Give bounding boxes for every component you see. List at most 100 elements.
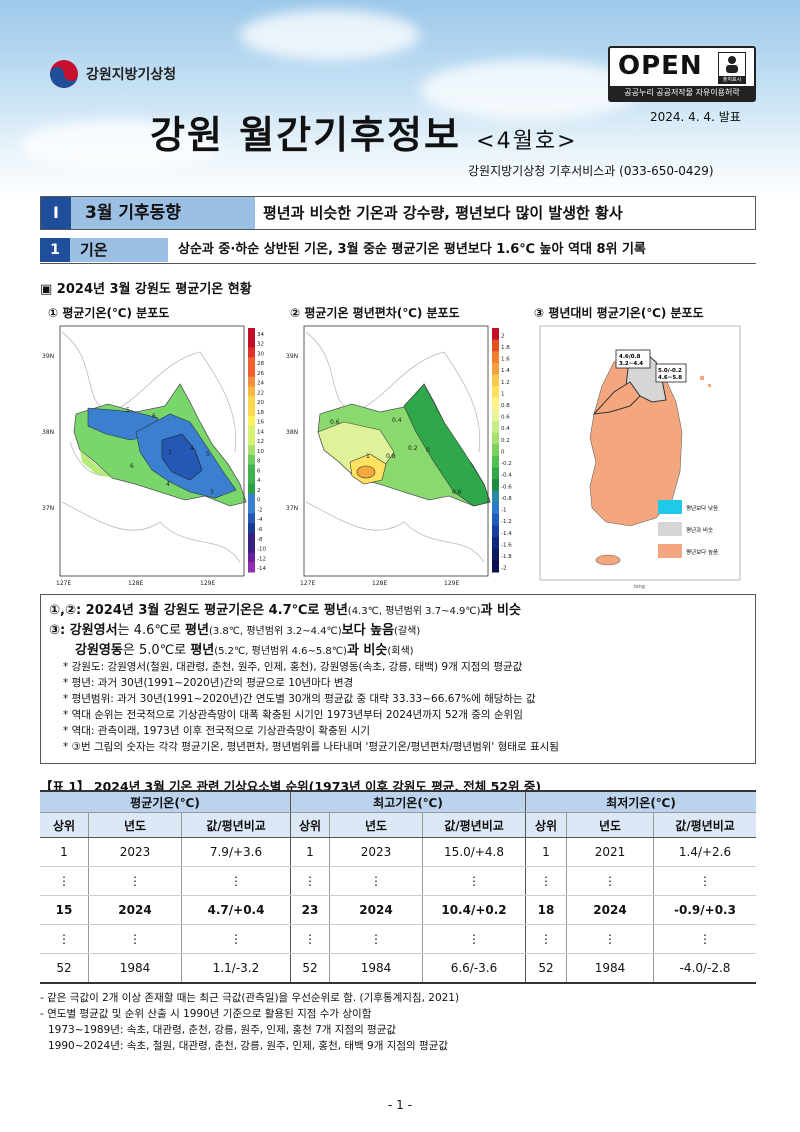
colorbar-label: 0.8 [501,403,510,409]
colorbar-label: 1.2 [501,380,510,386]
table-row: ⋮ ⋮ ⋮ ⋮ ⋮ ⋮ ⋮ ⋮ ⋮ [40,866,756,896]
table-row: 15 2024 4.7/+0.4 23 2024 10.4/+0.2 18 2024 -0.… [40,895,756,925]
colorbar-swatch [248,474,255,485]
section-tag: 3월 기후동향 [71,197,255,229]
colorbar-label: 28 [257,361,264,367]
open-label: OPEN [618,51,703,81]
taegeuk-icon [50,60,78,88]
colorbar-label: 6 [257,468,261,474]
contour-label: 4 [166,481,170,488]
col-header: 상위 [40,812,89,838]
colorbar-swatch [492,374,499,387]
col-header: 값/평년비교 [422,812,526,838]
colorbar-swatch [248,464,255,475]
contour-label: 1 [366,453,370,460]
note: * 평년범위: 과거 30년(1991~2020년)간 연도별 30개의 평균값… [63,693,536,705]
colorbar-swatch [492,525,499,538]
callout-west: 4.6/0.8 3.2~4.4 [615,349,651,369]
colorbar-swatch [248,367,255,378]
colorbar-swatch [492,548,499,561]
colorbar-label: -1.8 [501,554,512,560]
note: * 역대: 관측이래, 1973년 이후 전국적으로 기상관측망이 확충된 시기 [63,725,371,737]
colorbar-swatch [248,493,255,505]
colorbar-label: -10 [257,547,266,553]
colorbar-label: 16 [257,420,264,426]
colorbar-label: 4 [257,478,261,484]
contour-label: 0.6 [452,489,462,496]
issue-label: <4월호> [476,129,578,154]
table-row: 52 1984 1.1/-3.2 52 1984 6.6/-3.6 52 1984 -4.0… [40,953,756,984]
lat-label: 39N [42,353,54,360]
colorbar-label: 2 [501,333,505,339]
svg-text:3.2~4.4: 3.2~4.4 [619,361,643,367]
lon-label: 129E [200,580,215,587]
colorbar-label: 32 [257,342,264,348]
map3-legend: 평년보다 낮음 평년과 비슷 평년보다 높음 [658,500,718,558]
lat-label: 39N [286,353,298,360]
colorbar-swatch [248,562,255,573]
colorbar-swatch [492,560,499,573]
map1-title: ① 평균기온(℃) 분포도 [48,306,170,320]
colorbar-swatch [492,362,499,375]
attribution-label: 출처표시 [719,76,745,83]
lat-label: 38N [42,429,54,436]
colorbar-label: -0.4 [501,473,512,479]
contour-label: 0.8 [386,453,396,460]
colorbar-swatch [248,542,255,553]
contour-label: 0.4 [392,417,402,424]
table-row: ⋮ ⋮ ⋮ ⋮ ⋮ ⋮ ⋮ ⋮ ⋮ [40,924,756,954]
colorbar-label: -1.6 [501,542,512,548]
note: * 평년: 과거 30년(1991~2020년)간의 평균으로 10년마다 변경 [63,677,354,689]
colorbar-label: 30 [257,351,264,357]
colorbar-swatch [492,455,499,468]
map-temperature-anomaly: 0.6 0.4 0.2 1 0.8 0 0.6 39N 38N 37N 127E… [284,322,516,590]
col-header: 상위 [525,812,567,838]
note: * ③번 그림의 숫자는 각각 평균기온, 평년편차, 평년범위를 나타내며 '… [63,741,559,753]
colorbar-label: 2 [257,488,261,494]
colorbar-swatch [492,490,499,503]
colorbar-label: 22 [257,390,264,396]
map-mean-temperature: 5 6 3 4 5 6 4 3 39N 38N 37N 127E 128E 12… [40,322,272,590]
colorbar-label: -1.2 [501,519,512,525]
colorbar-swatch [492,351,499,364]
summary-line-1: ①,②: 2024년 3월 강원도 평균기온은 4.7℃로 평년(4.3℃, 평… [49,603,521,618]
colorbar-swatch [492,409,499,422]
contour-label: 0.6 [330,419,340,426]
subsection-number: 1 [40,238,70,262]
release-date: 2024. 4. 4. 발표 [650,110,741,124]
legend-similar: 평년과 비슷 [686,526,713,534]
colorbar-swatch [492,479,499,492]
summary-line-3: 강원영동은 5.0℃로 평년(5.2℃, 평년범위 4.6~5.8℃)과 비슷(… [75,643,414,658]
section-summary: 평년과 비슷한 기온과 강수량, 평년보다 많이 발생한 황사 [263,204,623,222]
ranking-table: 평균기온(℃) 최고기온(℃) 최저기온(℃) 상위 년도 값/평년비교 상위 … [40,790,756,984]
colorbar-label: 0.4 [501,426,510,432]
colorbar-label: 0 [501,449,505,455]
subsection-header: 1 기온 상순과 중·하순 상반된 기온, 3월 중순 평균기온 평년보다 1.… [40,236,756,264]
colorbar-swatch [492,328,499,341]
legend-above: 평년보다 높음 [686,548,718,556]
colorbar-label: 0.2 [501,438,510,444]
svg-text:5.0/-0.2: 5.0/-0.2 [658,368,682,374]
contour-label: 4 [190,445,194,452]
svg-text:4.6~5.8: 4.6~5.8 [658,375,682,381]
colorbar-label: -4 [257,517,263,523]
colorbar-swatch [248,503,255,514]
colorbar-label: -0.6 [501,484,512,490]
lat-label: 37N [286,505,298,512]
lon-label: 129E [444,580,459,587]
lon-label: 127E [300,580,315,587]
contour-label: 0.2 [408,445,418,452]
colorbar-swatch [248,484,255,495]
col-header: 값/평년비교 [181,812,291,838]
open-sub: 공공누리 공공저작물 자유이용허락 [610,86,754,100]
attribution-icon: 출처표시 [718,52,746,84]
page-number: - 1 - [388,1098,412,1112]
page-title: 강원 월간기후정보 <4월호> [150,113,578,157]
colorbar-swatch [492,537,499,550]
lat-label: 37N [42,505,54,512]
colorbar-swatch [248,415,255,427]
col-header: 년도 [566,812,654,838]
map-normal-comparison: 4.6/0.8 3.2~4.4 5.0/-0.2 4.6~5.8 평년보다 낮음… [530,322,762,590]
note: * 강원도: 강원영서(철원, 대관령, 춘천, 원주, 인제, 홍천), 강원… [63,661,523,673]
summary-box: ①,②: 2024년 3월 강원도 평균기온은 4.7℃로 평년(4.3℃, 평… [40,594,756,764]
